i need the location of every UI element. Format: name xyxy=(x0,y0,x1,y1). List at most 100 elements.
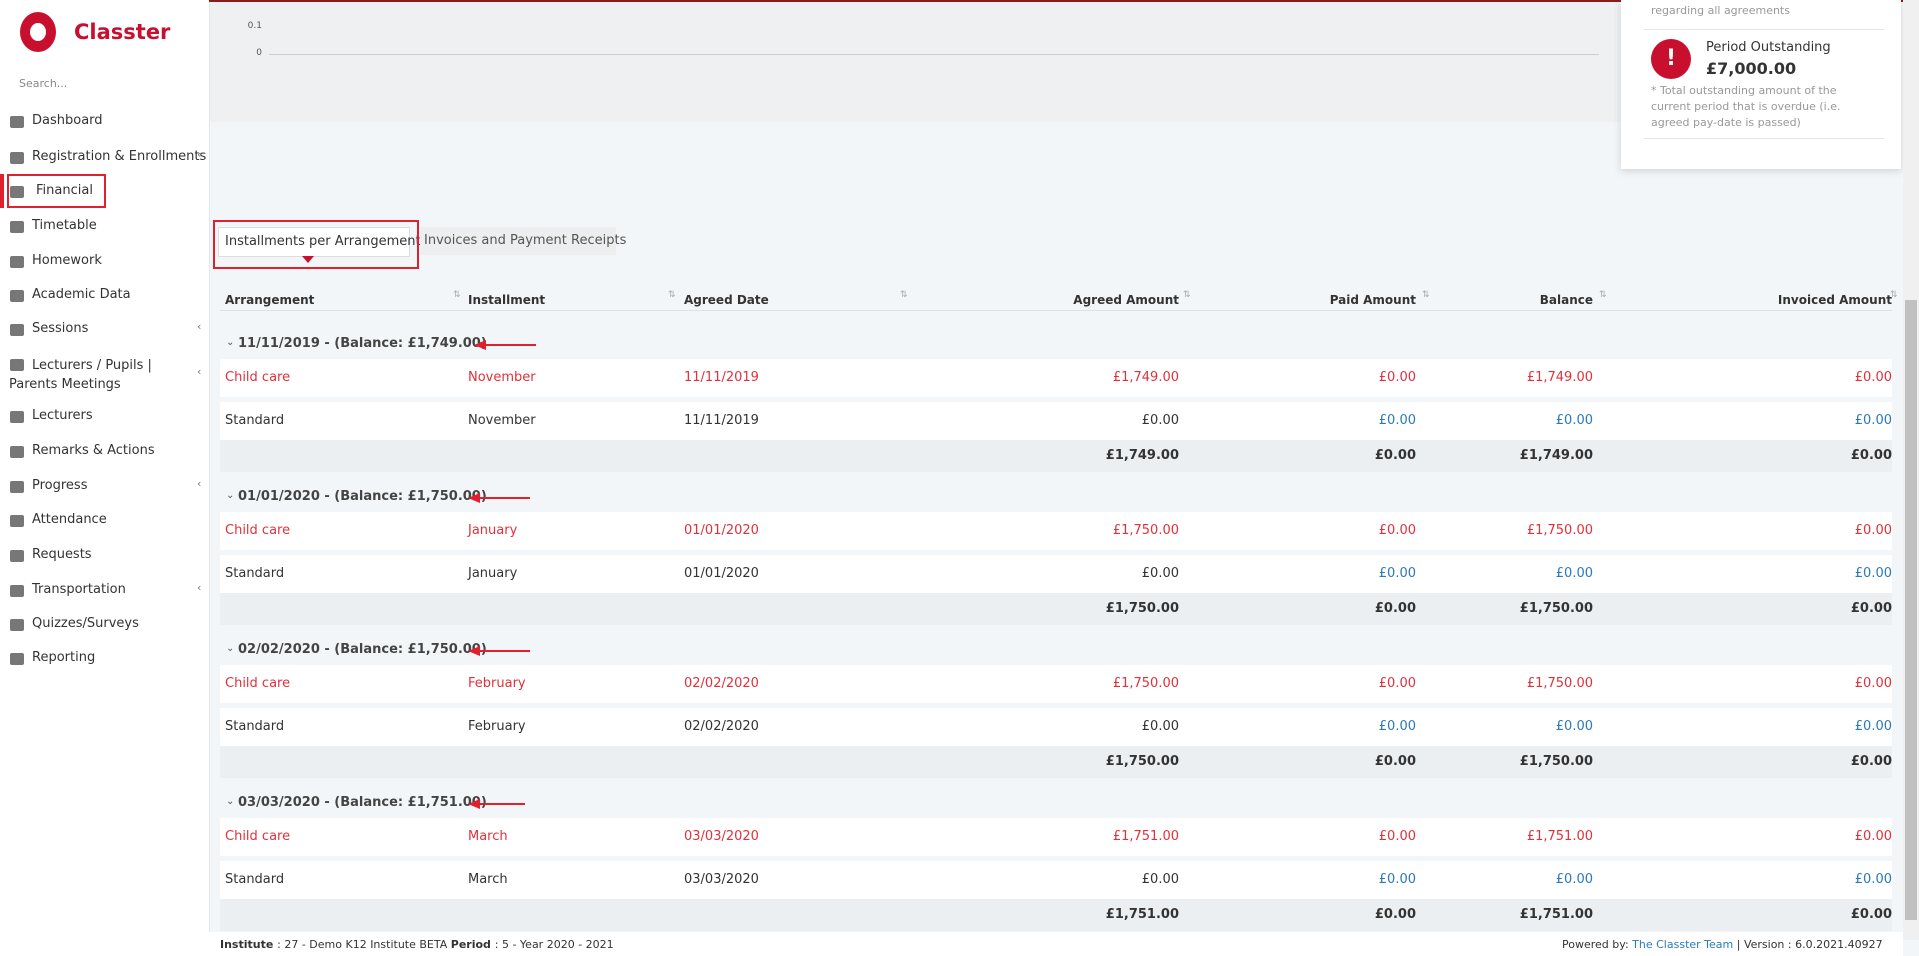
tab[interactable]: Invoices and Payment Receipts xyxy=(420,227,626,255)
menu-item[interactable]: Progress xyxy=(32,478,88,493)
table-cell: £1,751.00 xyxy=(1112,829,1179,844)
column-header[interactable]: Arrangement xyxy=(225,293,315,307)
table-cell: Standard xyxy=(225,413,285,428)
total-cell: £0.00 xyxy=(1374,448,1416,463)
table-cell: 02/02/2020 xyxy=(684,676,759,691)
menu-item[interactable]: Attendance xyxy=(32,512,107,527)
total-cell: £1,750.00 xyxy=(1519,754,1593,769)
annotation-arrow xyxy=(478,650,530,652)
column-header[interactable]: Installment xyxy=(468,293,546,307)
top-line xyxy=(209,0,1919,2)
scroll-thumb xyxy=(1905,300,1917,920)
menu-item[interactable]: Remarks & Actions xyxy=(32,443,155,458)
total-cell: £0.00 xyxy=(1850,907,1892,922)
group-title[interactable]: 01/01/2020 - (Balance: £1,750.00) xyxy=(238,489,487,504)
total-cell: £0.00 xyxy=(1374,601,1416,616)
menu-item[interactable]: Transportation xyxy=(32,582,126,597)
menu-item[interactable]: Requests xyxy=(32,547,92,562)
column-header[interactable]: Paid Amount xyxy=(1329,293,1416,307)
table-cell: Standard xyxy=(225,719,285,734)
alert-icon: ! xyxy=(1651,39,1691,79)
card-divider xyxy=(1644,29,1884,30)
table-cell: £0.00 xyxy=(1555,872,1593,887)
search[interactable]: Search... xyxy=(19,77,68,90)
table-cell: £0.00 xyxy=(1141,719,1179,734)
table-cell: £0.00 xyxy=(1378,676,1416,691)
total-cell: £0.00 xyxy=(1850,448,1892,463)
sort-icon: ⇅ xyxy=(1183,290,1191,300)
footer-left: Institute : 27 - Demo K12 Institute BETA… xyxy=(220,938,614,951)
card-title: Period Outstanding xyxy=(1706,40,1831,55)
table-cell: £0.00 xyxy=(1378,719,1416,734)
menu-item[interactable]: Sessions xyxy=(32,321,89,336)
table-cell: £0.00 xyxy=(1854,872,1892,887)
menu-icon xyxy=(10,653,24,665)
total-cell: £1,751.00 xyxy=(1519,907,1593,922)
group-title[interactable]: 03/03/2020 - (Balance: £1,751.00) xyxy=(238,795,487,810)
menu-icon xyxy=(10,256,24,268)
total-row xyxy=(220,746,1892,778)
table-cell: £0.00 xyxy=(1378,872,1416,887)
table-cell: Child care xyxy=(225,523,291,538)
menu-item[interactable]: Timetable xyxy=(32,218,97,233)
table-cell: March xyxy=(468,872,508,887)
table-cell: £0.00 xyxy=(1378,566,1416,581)
footer-text: : 5 - Year 2020 - 2021 xyxy=(494,938,614,951)
sort-icon: ⇅ xyxy=(1422,290,1430,300)
footer-right: Powered by: The Classter Team | Version … xyxy=(1562,938,1883,951)
menu-icon xyxy=(10,324,24,336)
tab[interactable]: Installments per Arrangement xyxy=(218,227,421,257)
footer-text: Institute xyxy=(220,938,278,951)
menu-highlight xyxy=(7,174,106,208)
group-title[interactable]: 02/02/2020 - (Balance: £1,750.00) xyxy=(238,642,487,657)
annotation-arrow xyxy=(484,344,536,346)
table-cell: £0.00 xyxy=(1555,719,1593,734)
annotation-arrowhead xyxy=(468,493,480,503)
column-header[interactable]: Agreed Amount xyxy=(1073,293,1179,307)
menu-icon xyxy=(10,585,24,597)
table-cell: £0.00 xyxy=(1854,829,1892,844)
logo-icon-inner xyxy=(30,23,46,41)
table-row xyxy=(220,708,1892,746)
annotation-arrowhead xyxy=(468,646,480,656)
menu-item[interactable]: Reporting xyxy=(32,650,96,665)
total-cell: £1,749.00 xyxy=(1519,448,1593,463)
menu-icon xyxy=(10,550,24,562)
menu-item[interactable]: Quizzes/Surveys xyxy=(32,616,139,631)
footer-text: : 27 - Demo K12 Institute BETA xyxy=(277,938,451,951)
column-header[interactable]: Invoiced Amount xyxy=(1777,293,1892,307)
total-cell: £1,751.00 xyxy=(1105,907,1179,922)
menu-item[interactable]: Financial xyxy=(36,183,93,198)
menu-item[interactable]: Dashboard xyxy=(32,113,103,128)
table-row xyxy=(220,818,1892,856)
table-cell: £1,749.00 xyxy=(1112,370,1179,385)
menu-item[interactable]: Lecturers / Pupils | Parents Meetings xyxy=(9,358,152,392)
column-header[interactable]: Balance xyxy=(1539,293,1593,307)
menu-icon xyxy=(10,152,24,164)
group-chevron: ⌄ xyxy=(226,796,235,807)
menu-item[interactable]: Lecturers xyxy=(32,408,93,423)
summary-card xyxy=(1621,0,1901,169)
menu-item[interactable]: Academic Data xyxy=(32,287,131,302)
menu-icon xyxy=(10,186,24,198)
menu-icon xyxy=(10,619,24,631)
footer-text: | Version : 6.0.2021.40927 xyxy=(1736,938,1883,951)
annotation-arrow xyxy=(478,803,525,805)
table-cell: 01/01/2020 xyxy=(684,523,759,538)
header-divider xyxy=(220,310,1892,311)
table-cell: £1,750.00 xyxy=(1112,523,1179,538)
footer-text[interactable]: The Classter Team xyxy=(1632,938,1737,951)
column-header[interactable]: Agreed Date xyxy=(684,293,769,307)
annotation-arrow xyxy=(478,497,530,499)
sort-icon: ⇅ xyxy=(1890,290,1898,300)
table-row xyxy=(220,555,1892,593)
table-row xyxy=(220,359,1892,397)
table-cell: February xyxy=(468,719,526,734)
menu-item[interactable]: Registration & Enrollments xyxy=(32,149,207,164)
group-title[interactable]: 11/11/2019 - (Balance: £1,749.00) xyxy=(238,336,487,351)
table-cell: £0.00 xyxy=(1378,523,1416,538)
table-cell: Child care xyxy=(225,370,291,385)
menu-item[interactable]: Homework xyxy=(32,253,102,268)
